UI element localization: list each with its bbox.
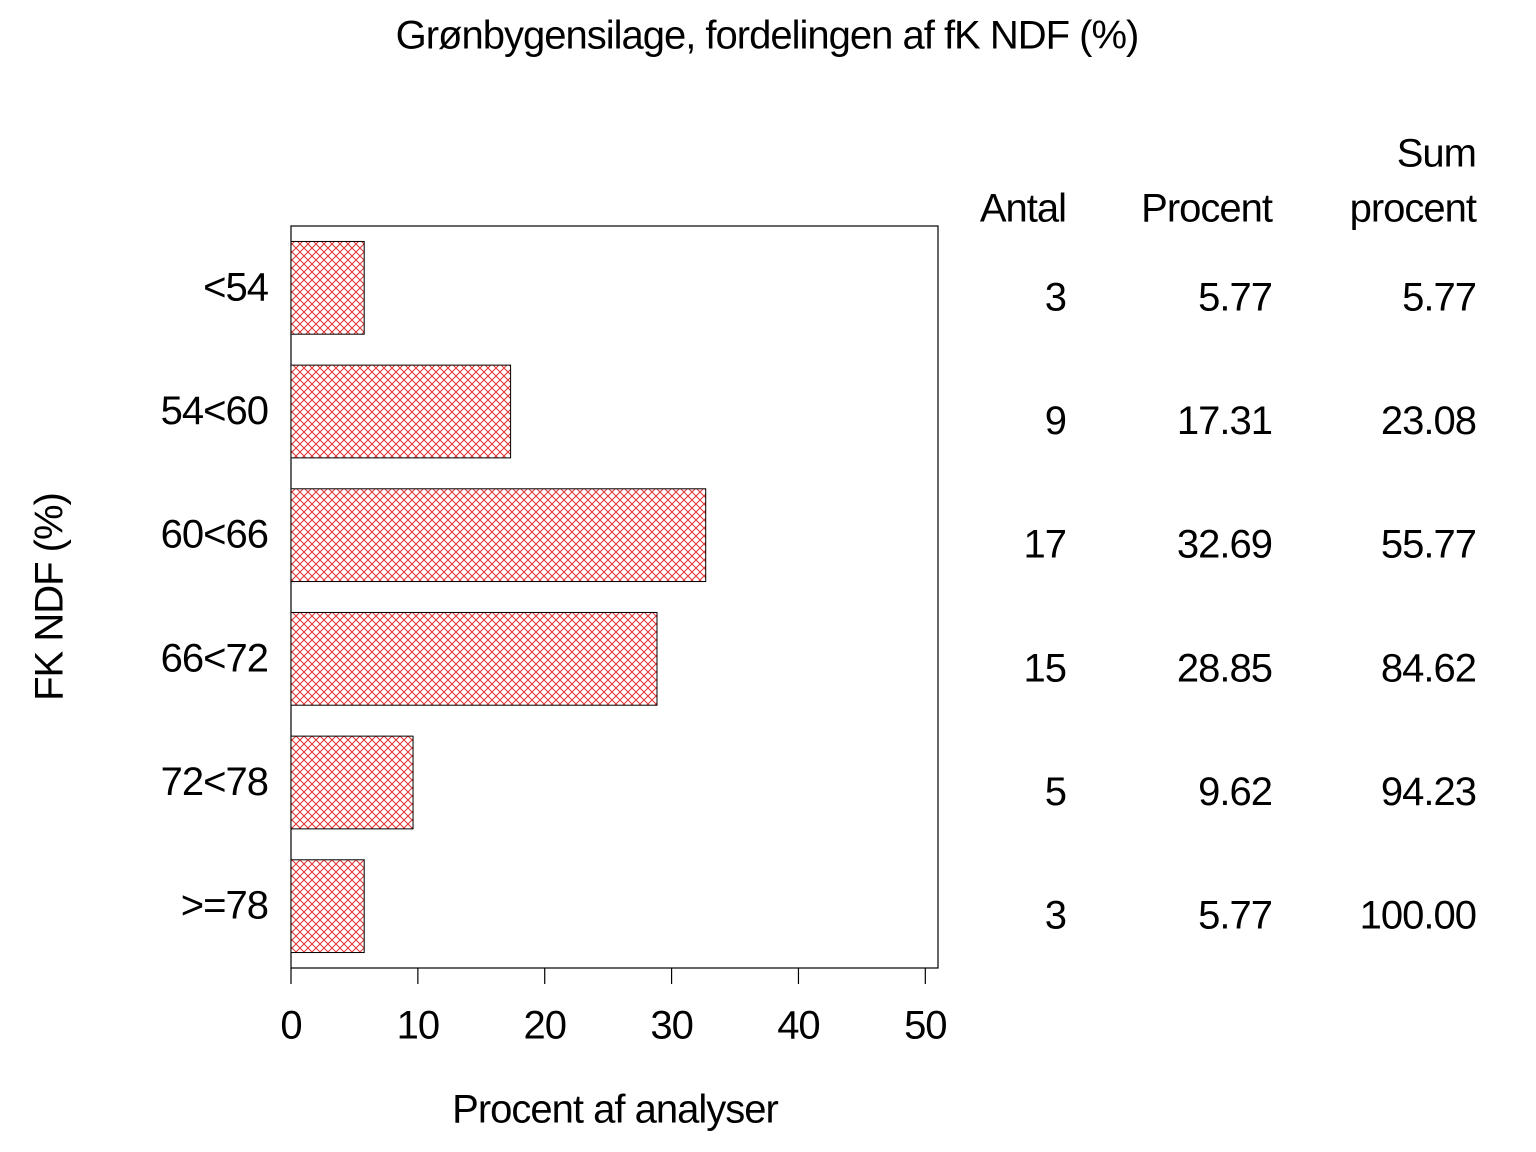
table-header: Sum [1397, 132, 1476, 176]
table-cell: 100.00 [1360, 894, 1476, 938]
table-cell: 84.62 [1381, 646, 1476, 690]
x-tick-label: 20 [523, 1004, 566, 1048]
x-tick-label: 10 [397, 1004, 440, 1048]
table-cell: 9.62 [1198, 770, 1272, 814]
table-cell: 5.77 [1402, 275, 1476, 319]
table-cell: 5.77 [1198, 894, 1272, 938]
x-tick-label: 0 [280, 1004, 301, 1048]
table-cell: 9 [1045, 399, 1066, 443]
table-cell: 15 [1024, 646, 1067, 690]
y-tick-label: >=78 [181, 884, 268, 928]
table-cell: 94.23 [1381, 770, 1476, 814]
table-cell: 5 [1045, 770, 1066, 814]
table-cell: 32.69 [1177, 523, 1272, 567]
x-tick-label: 30 [650, 1004, 693, 1048]
x-axis-label: Procent af analyser [452, 1088, 778, 1132]
table-cell: 5.77 [1198, 275, 1272, 319]
table-cell: 55.77 [1381, 523, 1476, 567]
table-cell: 3 [1045, 275, 1066, 319]
bar [290, 488, 707, 583]
table-header: Antal [980, 187, 1066, 231]
table-cell: 23.08 [1381, 399, 1476, 443]
table-cell: 3 [1045, 894, 1066, 938]
y-tick-label: 54<60 [161, 389, 268, 433]
table-cell: 28.85 [1177, 646, 1272, 690]
x-tick-label: 40 [777, 1004, 820, 1048]
bar [290, 859, 365, 954]
bar [290, 611, 658, 706]
bar [290, 240, 365, 335]
table-header: procent [1350, 187, 1477, 231]
y-tick-label: 72<78 [161, 760, 268, 804]
table-cell: 17.31 [1177, 399, 1272, 443]
y-tick-label: <54 [203, 265, 269, 309]
bar [290, 735, 414, 830]
bar [290, 364, 512, 459]
plot-frame [290, 225, 939, 969]
y-axis-label: FK NDF (%) [28, 493, 72, 701]
chart-title: Grønbygensilage, fordelingen af fK NDF (… [396, 14, 1139, 58]
table-cell: 17 [1024, 523, 1067, 567]
x-tick-label: 50 [904, 1004, 947, 1048]
y-tick-label: 66<72 [161, 636, 268, 680]
y-tick-label: 60<66 [161, 513, 268, 557]
table-header: Procent [1141, 187, 1273, 231]
